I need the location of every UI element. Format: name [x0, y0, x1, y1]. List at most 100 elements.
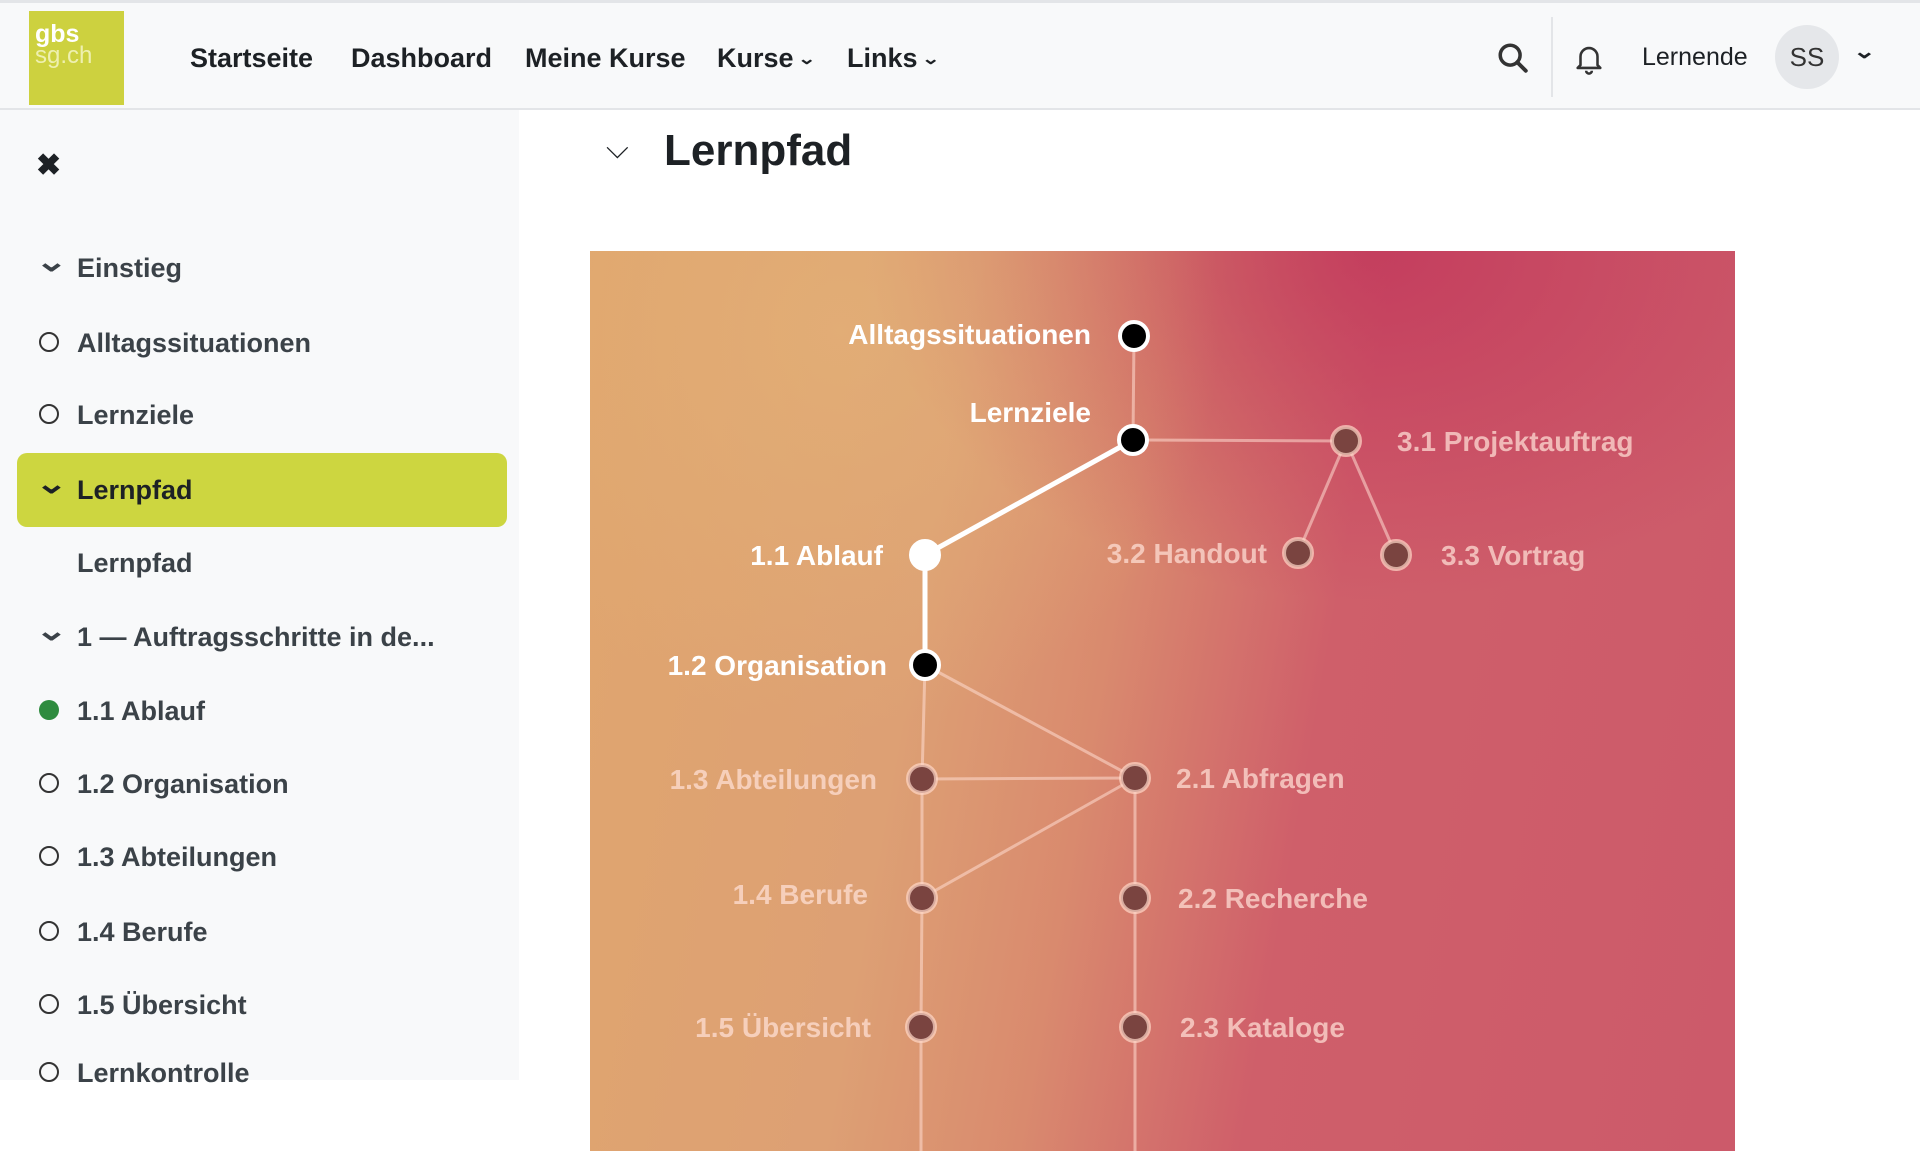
sidebar-item[interactable]: Lernkontrolle — [17, 1036, 507, 1110]
path-edge — [921, 776, 1136, 781]
learning-path-svg: Alltagssituationen Lernziele 1.1 Ablauf 1.2… — [668, 319, 1634, 1151]
path-edge — [919, 897, 924, 1028]
path-node-n33 — [1380, 539, 1412, 571]
path-node-label: 1.5 Übersicht — [695, 1012, 871, 1043]
sidebar-item-label: 1.2 Organisation — [77, 768, 289, 799]
incomplete-circle-icon — [39, 917, 59, 948]
chevron-down-icon: ⌄ — [35, 614, 68, 646]
path-node-label: Lernziele — [970, 397, 1091, 428]
avatar[interactable]: SS — [1775, 25, 1839, 89]
chevron-down-icon: ⌄ — [920, 50, 940, 68]
nav-label: Dashboard — [351, 43, 493, 73]
chevron-down-icon: ⌄ — [35, 467, 68, 499]
nav-label: Kurse — [717, 43, 794, 73]
path-node-label: 1.3 Abteilungen — [670, 764, 877, 795]
logo-text-bottom: sg.ch — [35, 42, 93, 69]
sidebar-item-label: Lernpfad — [77, 547, 193, 578]
bell-icon[interactable] — [1572, 41, 1606, 75]
nav-startseite[interactable]: Startseite — [190, 43, 313, 74]
nav-label: Meine Kurse — [525, 43, 686, 73]
path-node-n15 — [905, 1011, 937, 1043]
nav-meine-kurse[interactable]: Meine Kurse — [525, 43, 686, 74]
sidebar-item-label: Alltagssituationen — [77, 327, 312, 358]
sidebar-item[interactable]: ⌄ 1 — Auftragsschritte in de... — [17, 600, 507, 674]
path-node-label: 1.4 Berufe — [733, 879, 868, 910]
sidebar-item-label: 1.4 Berufe — [77, 916, 208, 947]
path-node-label: Alltagssituationen — [848, 319, 1091, 350]
sidebar-item[interactable]: Lernziele — [17, 378, 507, 452]
sidebar-item[interactable]: 1.4 Berufe — [17, 895, 507, 969]
logo-text-top: gbs — [35, 20, 80, 48]
sidebar-item[interactable]: ⌄ Lernpfad — [17, 453, 507, 527]
header-divider — [1551, 17, 1553, 97]
sidebar-item-label: Lernkontrolle — [77, 1057, 250, 1088]
path-node-n12[interactable] — [909, 649, 941, 681]
incomplete-circle-icon — [39, 400, 59, 431]
path-edge — [921, 776, 1136, 900]
sidebar-item-label: 1.5 Übersicht — [77, 989, 247, 1020]
nav-dashboard[interactable]: Dashboard — [351, 43, 492, 74]
sidebar-item[interactable]: 1.2 Organisation — [17, 747, 507, 821]
sidebar-item[interactable]: 1.3 Abteilungen — [17, 820, 507, 894]
path-node-label: 1.1 Ablauf — [750, 540, 883, 571]
path-node-label: 1.2 Organisation — [668, 650, 887, 681]
sidebar-item[interactable]: Lernpfad — [17, 526, 507, 600]
chevron-down-icon: ⌄ — [35, 245, 68, 277]
incomplete-circle-icon — [39, 1058, 59, 1089]
sidebar-item-label: Einstieg — [77, 252, 183, 283]
path-edge — [920, 664, 927, 780]
nav-links-dropdown[interactable]: Links ⌄ — [847, 43, 940, 74]
sidebar-item-label: Lernziele — [77, 399, 195, 430]
close-sidebar-icon[interactable]: ✖ — [36, 149, 62, 182]
path-node-lernziele[interactable] — [1117, 424, 1149, 456]
sidebar-item-label: 1 — Auftragsschritte in de... — [77, 621, 435, 652]
path-node-n23 — [1119, 1011, 1151, 1043]
sidebar-item[interactable]: ⌄ Einstieg — [17, 231, 507, 305]
learning-path-graphic: Alltagssituationen Lernziele 1.1 Ablauf 1.2… — [590, 251, 1735, 1151]
complete-dot-icon — [39, 696, 59, 727]
path-node-n21 — [1119, 762, 1151, 794]
path-edge — [924, 663, 1136, 780]
search-icon[interactable] — [1496, 41, 1530, 75]
path-edge — [923, 437, 1135, 558]
path-edge — [1296, 440, 1348, 554]
avatar-initials: SS — [1789, 41, 1825, 72]
path-node-n13 — [906, 763, 938, 795]
path-edge — [1131, 335, 1136, 441]
sidebar-item[interactable]: 1.5 Übersicht — [17, 968, 507, 1042]
nav-label: Links — [847, 43, 918, 73]
nav-kurse-dropdown[interactable]: Kurse ⌄ — [717, 43, 816, 74]
path-node-n11[interactable] — [909, 539, 941, 571]
path-node-label: 2.1 Abfragen — [1176, 763, 1345, 794]
path-node-n31 — [1330, 425, 1362, 457]
path-node-label: 3.2 Handout — [1107, 538, 1267, 569]
sidebar-item[interactable]: Alltagssituationen — [17, 306, 507, 380]
incomplete-circle-icon — [39, 842, 59, 873]
sidebar-item-label: 1.3 Abteilungen — [77, 841, 278, 872]
course-index-sidebar — [0, 110, 519, 1080]
incomplete-circle-icon — [39, 769, 59, 800]
nav-label: Startseite — [190, 43, 314, 73]
top-navbar: gbs sg.ch Startseite Dashboard Meine Kurs… — [0, 0, 1920, 110]
sidebar-item[interactable]: 1.1 Ablauf — [17, 674, 507, 748]
chevron-down-icon: ⌄ — [796, 50, 816, 68]
path-node-n14 — [906, 882, 938, 914]
collapse-section-chevron-icon[interactable]: ⌵ — [606, 132, 629, 165]
path-edge — [1344, 440, 1398, 556]
path-node-label: 3.1 Projektauftrag — [1397, 426, 1634, 457]
path-node-label: 2.2 Recherche — [1178, 883, 1368, 914]
user-menu-chevron-icon[interactable]: ⌄ — [1852, 41, 1877, 63]
user-role: Lernende — [1642, 43, 1748, 71]
incomplete-circle-icon — [39, 990, 59, 1021]
path-edge — [1132, 438, 1347, 443]
page-title: Lernpfad — [664, 126, 853, 175]
path-node-n32 — [1282, 537, 1314, 569]
path-node-n22 — [1119, 882, 1151, 914]
path-node-alltag[interactable] — [1118, 320, 1150, 352]
logo[interactable]: gbs sg.ch — [29, 11, 124, 105]
path-node-label: 3.3 Vortrag — [1441, 540, 1585, 571]
sidebar-item-label: Lernpfad — [77, 474, 193, 505]
sidebar-item-label: 1.1 Ablauf — [77, 695, 206, 726]
incomplete-circle-icon — [39, 328, 59, 359]
path-node-label: 2.3 Kataloge — [1180, 1012, 1345, 1043]
